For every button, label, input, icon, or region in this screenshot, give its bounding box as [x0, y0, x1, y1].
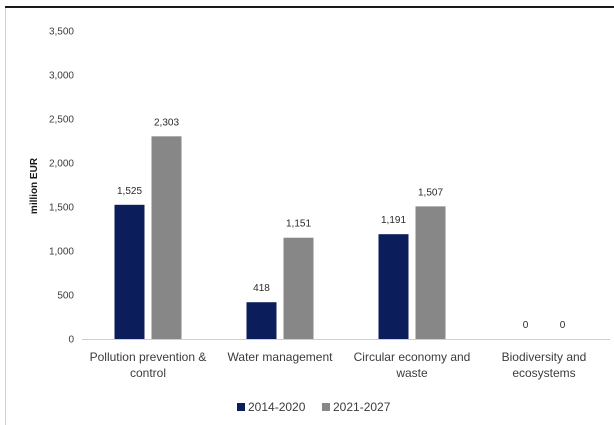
- y-tick-label: 1,000: [49, 247, 74, 258]
- top-rule: [5, 6, 614, 8]
- data-label: 1,191: [381, 215, 406, 226]
- legend-label: 2021-2027: [333, 400, 391, 414]
- bar-2014-2020: [378, 234, 409, 339]
- bar-2014-2020: [114, 204, 145, 339]
- x-tick-label: Pollution prevention &: [90, 350, 207, 364]
- data-label: 1,151: [286, 219, 311, 230]
- data-label: 1,525: [117, 186, 142, 197]
- bar-2021-2027: [151, 136, 182, 339]
- x-tick-label: waste: [395, 366, 428, 380]
- data-label: 2,303: [154, 117, 179, 128]
- bar-2021-2027: [415, 206, 446, 339]
- x-tick-label: control: [130, 366, 166, 380]
- y-tick-label: 2,000: [49, 159, 74, 170]
- y-tick-label: 0: [68, 335, 74, 346]
- data-label: 0: [523, 320, 529, 331]
- legend-label: 2014-2020: [248, 400, 306, 414]
- data-label: 1,507: [418, 187, 443, 198]
- y-tick-label: 1,500: [49, 203, 74, 214]
- x-tick-label: Biodiversity and: [502, 350, 587, 364]
- x-tick-label: Water management: [228, 350, 334, 364]
- data-label: 418: [253, 283, 270, 294]
- y-axis-title: million EUR: [29, 157, 40, 214]
- data-label: 0: [560, 320, 566, 331]
- y-tick-label: 3,000: [49, 71, 74, 82]
- x-tick-label: ecosystems: [512, 366, 575, 380]
- y-tick-label: 2,500: [49, 115, 74, 126]
- legend-swatch: [322, 403, 330, 411]
- y-tick-label: 3,500: [49, 27, 74, 38]
- y-tick-label: 500: [57, 291, 74, 302]
- legend-swatch: [237, 403, 245, 411]
- x-tick-label: Circular economy and: [354, 350, 471, 364]
- bar-2021-2027: [283, 237, 314, 339]
- bar-2014-2020: [246, 302, 277, 339]
